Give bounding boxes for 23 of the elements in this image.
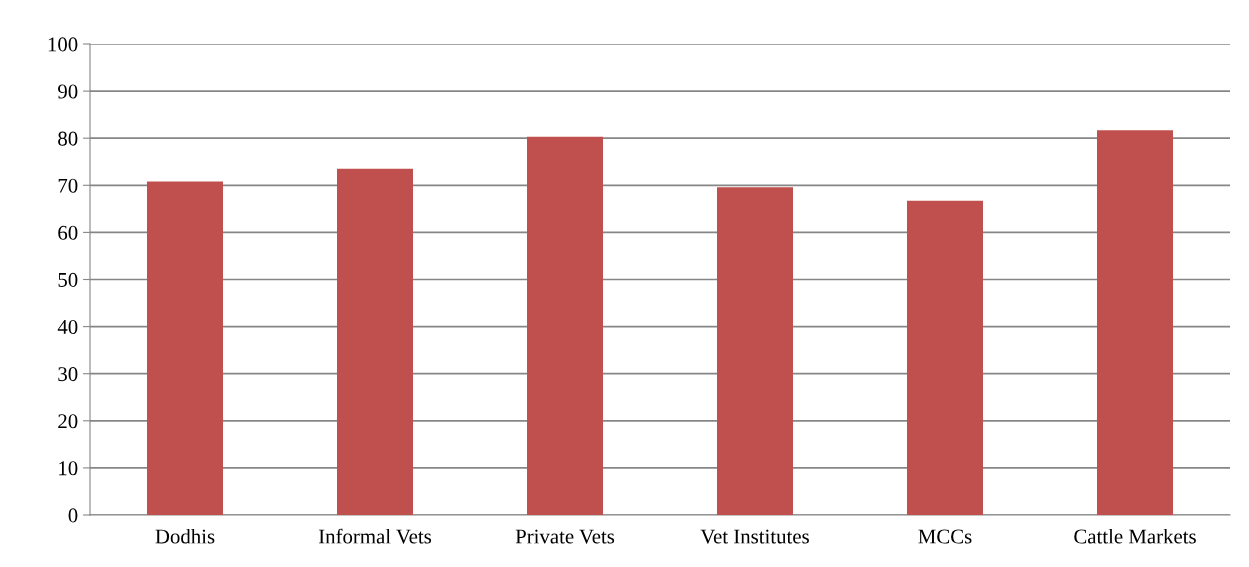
x-tick-label: MCCs (918, 529, 972, 544)
y-tick-label: 90 (58, 84, 78, 99)
bar (717, 187, 793, 515)
x-tick-label: Cattle Markets (1074, 528, 1196, 544)
y-tick-label: 30 (58, 367, 78, 382)
bar (337, 168, 413, 515)
y-tick-label: 80 (58, 131, 78, 146)
y-tick-label: 60 (58, 225, 78, 240)
y-tick-label: 10 (59, 461, 78, 476)
x-tick-label: Vet Institutes (700, 529, 809, 544)
bar (147, 181, 223, 515)
y-tick-label: 0 (68, 508, 78, 523)
x-tick-label: Dodhis (155, 528, 215, 544)
y-tick-label: 40 (57, 319, 78, 335)
bar (907, 200, 983, 515)
y-tick-label: 50 (58, 272, 78, 287)
bar (1097, 130, 1173, 515)
bar (527, 136, 603, 515)
y-tick-label: 100 (48, 37, 78, 52)
x-tick-label: Private Vets (515, 529, 615, 544)
y-tick-label: 20 (58, 414, 78, 429)
y-tick-label: 70 (58, 178, 78, 193)
x-tick-label: Informal Vets (318, 528, 432, 544)
